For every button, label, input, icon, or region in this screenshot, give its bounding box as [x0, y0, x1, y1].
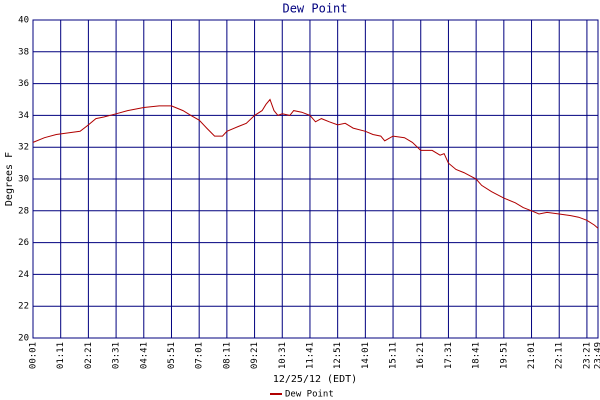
x-tick-label: 16:21 [416, 342, 426, 369]
x-tick-label: 00:01 [29, 342, 39, 369]
y-tick-label: 20 [18, 334, 29, 344]
x-tick-label: 14:01 [361, 342, 371, 369]
x-axis-title: 12/25/12 (EDT) [273, 374, 357, 385]
x-tick-label: 07:01 [195, 342, 205, 369]
x-tick-label: 12:51 [333, 342, 343, 369]
x-tick-label: 01:11 [56, 342, 66, 369]
x-tick-label: 03:31 [112, 342, 122, 369]
x-tick-label: 04:41 [139, 342, 149, 369]
plot-border [32, 19, 599, 339]
y-tick-label: 24 [18, 270, 29, 280]
y-tick-label: 26 [18, 238, 29, 248]
x-tick-label: 05:51 [167, 342, 177, 369]
x-tick-label: 09:21 [250, 342, 260, 369]
x-tick-label: 18:41 [472, 342, 482, 369]
x-tick-label: 11:41 [305, 342, 315, 369]
x-tick-label: 17:31 [444, 342, 454, 369]
x-tick-label: 19:51 [499, 342, 509, 369]
y-tick-label: 34 [18, 111, 29, 121]
x-tick-label: 15:11 [389, 342, 399, 369]
x-tick-label: 10:31 [278, 342, 288, 369]
x-tick-label: 23:49 [594, 342, 600, 369]
y-tick-label: 38 [18, 47, 29, 57]
x-tick-label: 08:11 [222, 342, 232, 369]
data-line [32, 98, 599, 229]
x-tick-label: 23:21 [582, 342, 592, 369]
y-tick-label: 32 [18, 143, 29, 153]
y-tick-label: 40 [18, 16, 29, 26]
x-tick-label: 02:21 [84, 342, 94, 369]
y-axis-title: Degrees F [4, 152, 15, 206]
y-tick-label: 36 [18, 79, 29, 89]
chart-title: Dew Point [282, 2, 347, 16]
y-tick-label: 22 [18, 302, 29, 312]
legend-label: Dew Point [285, 390, 334, 400]
x-tick-label: 21:01 [527, 342, 537, 369]
y-tick-label: 30 [18, 175, 29, 185]
x-tick-label: 22:11 [555, 342, 565, 369]
y-tick-label: 28 [18, 206, 29, 216]
